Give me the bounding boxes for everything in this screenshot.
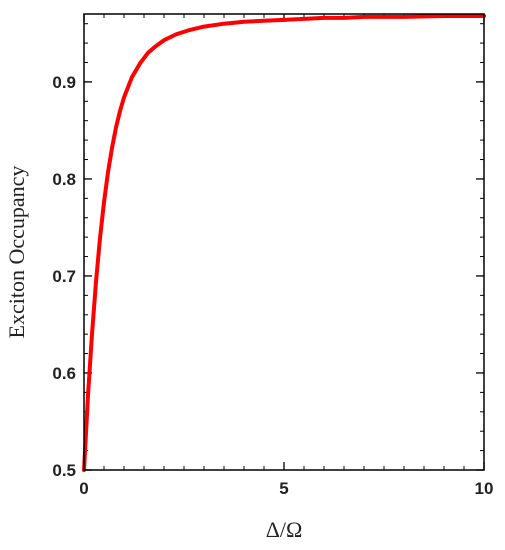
series-layer: [82, 13, 486, 472]
tick-marks: [83, 14, 485, 471]
y-tick-label: 0.6: [52, 364, 76, 383]
y-tick-label: 0.5: [52, 461, 76, 480]
y-axis-title: Exciton Occupancy: [4, 166, 29, 339]
y-tick-label: 0.8: [52, 170, 76, 189]
x-axis-title: Δ/Ω: [266, 517, 303, 542]
x-tick-label: 0: [79, 479, 88, 498]
series-line: [82, 13, 486, 472]
y-tick-label: 0.7: [52, 267, 76, 286]
x-tick-label: 10: [475, 479, 494, 498]
tick-labels: 0 5 10 0.5 0.6 0.7 0.8 0.9: [52, 73, 493, 498]
y-tick-label: 0.9: [52, 73, 76, 92]
plot-frame: [83, 13, 485, 471]
x-tick-label: 5: [279, 479, 288, 498]
